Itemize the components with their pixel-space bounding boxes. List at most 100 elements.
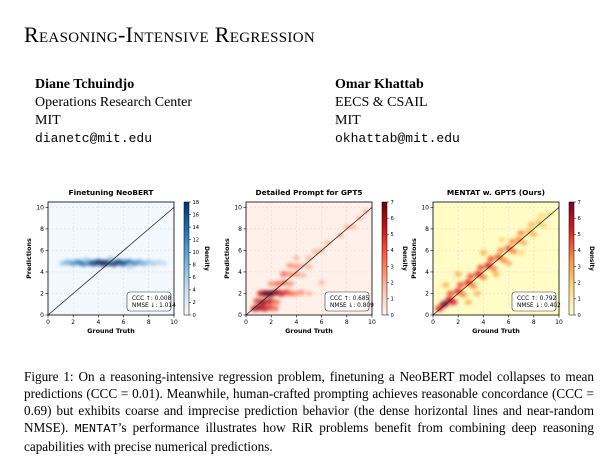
density-point — [107, 256, 115, 262]
y-tick-label: 10 — [234, 204, 242, 211]
density-point — [464, 299, 472, 305]
density-point — [492, 271, 500, 277]
density-point — [286, 271, 294, 277]
density-point — [155, 259, 163, 265]
author-email[interactable]: dianetc@mit.edu — [35, 131, 153, 146]
density-point — [287, 290, 296, 297]
chart-title: MENTAT w. GPT5 (Ours) — [447, 188, 545, 197]
x-tick-label: 10 — [555, 319, 563, 326]
colorbar-tick-label: 4 — [391, 248, 395, 254]
y-tick-label: 8 — [238, 226, 242, 233]
density-point — [267, 281, 275, 287]
author-name: Omar Khattab — [335, 77, 424, 92]
density-layer — [435, 211, 553, 312]
x-tick-label: 2 — [269, 319, 273, 326]
colorbar-tick-label: 5 — [391, 232, 394, 238]
author-affiliation: EECS & CSAIL — [335, 95, 428, 110]
density-point — [459, 291, 467, 298]
density-point — [292, 263, 300, 270]
x-tick-label: 6 — [320, 319, 324, 326]
density-point — [449, 298, 458, 306]
density-point — [525, 228, 533, 234]
y-tick-label: 2 — [425, 290, 429, 297]
x-tick-label: 10 — [368, 319, 376, 326]
x-axis-label: Ground Truth — [87, 327, 135, 335]
x-tick-label: 10 — [170, 319, 178, 326]
chart-panel-1: 0 2 4 6 8 10 0 2 4 6 8 10 Finetuning NeoBERT Ground T… — [25, 188, 209, 335]
colorbar-tick-label: 10 — [193, 250, 200, 256]
density-point — [286, 262, 294, 269]
caption-text: On a reasoning-intensive regression prob… — [24, 369, 594, 435]
author-name: Diane Tchuindjo — [35, 77, 135, 92]
colorbar — [568, 201, 575, 316]
y-tick-label: 0 — [238, 312, 242, 319]
y-tick-label: 4 — [40, 269, 44, 276]
plot-frame — [47, 201, 175, 316]
colorbar-tick-label: 16 — [193, 212, 200, 218]
colorbar-tick-label: 2 — [578, 281, 581, 287]
colorbar-tick-label: 6 — [578, 216, 581, 222]
density-point — [435, 305, 444, 312]
y-axis-label: Predictions — [410, 238, 418, 279]
x-tick-label: 0 — [244, 319, 248, 326]
y-tick-label: 4 — [425, 269, 429, 276]
density-point — [515, 236, 523, 243]
colorbar-tick-label: 1 — [578, 297, 581, 303]
density-point — [343, 224, 351, 230]
author-affiliation: Operations Research Center — [35, 95, 193, 110]
author-email[interactable]: okhattab@mit.edu — [335, 131, 460, 146]
density-layer — [59, 256, 168, 270]
density-point — [280, 271, 288, 277]
author-institution: MIT — [335, 113, 361, 128]
density-point — [545, 211, 553, 217]
y-tick-label: 8 — [40, 226, 44, 233]
colorbar-tick-label: 6 — [391, 216, 394, 222]
colorbar-tick-label: 2 — [391, 281, 394, 287]
density-point — [469, 283, 477, 289]
density-point — [499, 257, 508, 263]
caption-text: ’s performance illustrates how RiR probl… — [24, 420, 594, 454]
y-tick-label: 4 — [238, 269, 242, 276]
colorbar-tick-label: 8 — [193, 263, 196, 269]
metrics-text: NMSE ↓: 0.402 — [517, 302, 561, 309]
density-point — [299, 272, 307, 278]
colorbar-tick-label: 3 — [391, 264, 394, 270]
diagonal-line — [432, 207, 560, 316]
density-point — [318, 280, 325, 286]
colorbar-tick-label: 0 — [578, 313, 581, 319]
colorbar-tick-label: 1 — [391, 297, 394, 303]
y-tick-label: 2 — [40, 290, 44, 297]
density-point — [299, 262, 307, 269]
colorbar — [183, 201, 190, 316]
chart-title: Finetuning NeoBERT — [69, 188, 154, 197]
y-tick-label: 2 — [238, 290, 242, 297]
x-tick-label: 8 — [147, 319, 151, 326]
density-point — [487, 255, 495, 263]
colorbar-tick-label: 3 — [578, 264, 581, 270]
colorbar-tick-label: 12 — [193, 237, 200, 243]
density-point — [297, 289, 305, 296]
x-tick-label: 4 — [481, 319, 485, 326]
x-axis-label: Ground Truth — [285, 327, 333, 335]
x-tick-label: 2 — [456, 319, 460, 326]
density-point — [509, 248, 518, 255]
density-point — [253, 297, 262, 305]
colorbar-tick-label: 7 — [578, 200, 581, 206]
author-block-2: Omar Khattab EECS & CSAIL MIT okhattab@m… — [335, 76, 460, 148]
density-point — [446, 290, 455, 297]
density-point — [362, 209, 370, 215]
caption-method-name: MENTAT — [74, 422, 118, 436]
density-point — [517, 230, 525, 237]
density-point — [479, 249, 487, 256]
density-point — [272, 299, 280, 305]
density-point — [520, 240, 528, 246]
density-point — [517, 249, 525, 256]
density-point — [442, 282, 450, 288]
density-point — [527, 221, 535, 228]
y-tick-label: 6 — [238, 247, 242, 254]
density-point — [498, 237, 506, 243]
colorbar-label: Density — [588, 246, 594, 271]
density-point — [293, 255, 300, 261]
